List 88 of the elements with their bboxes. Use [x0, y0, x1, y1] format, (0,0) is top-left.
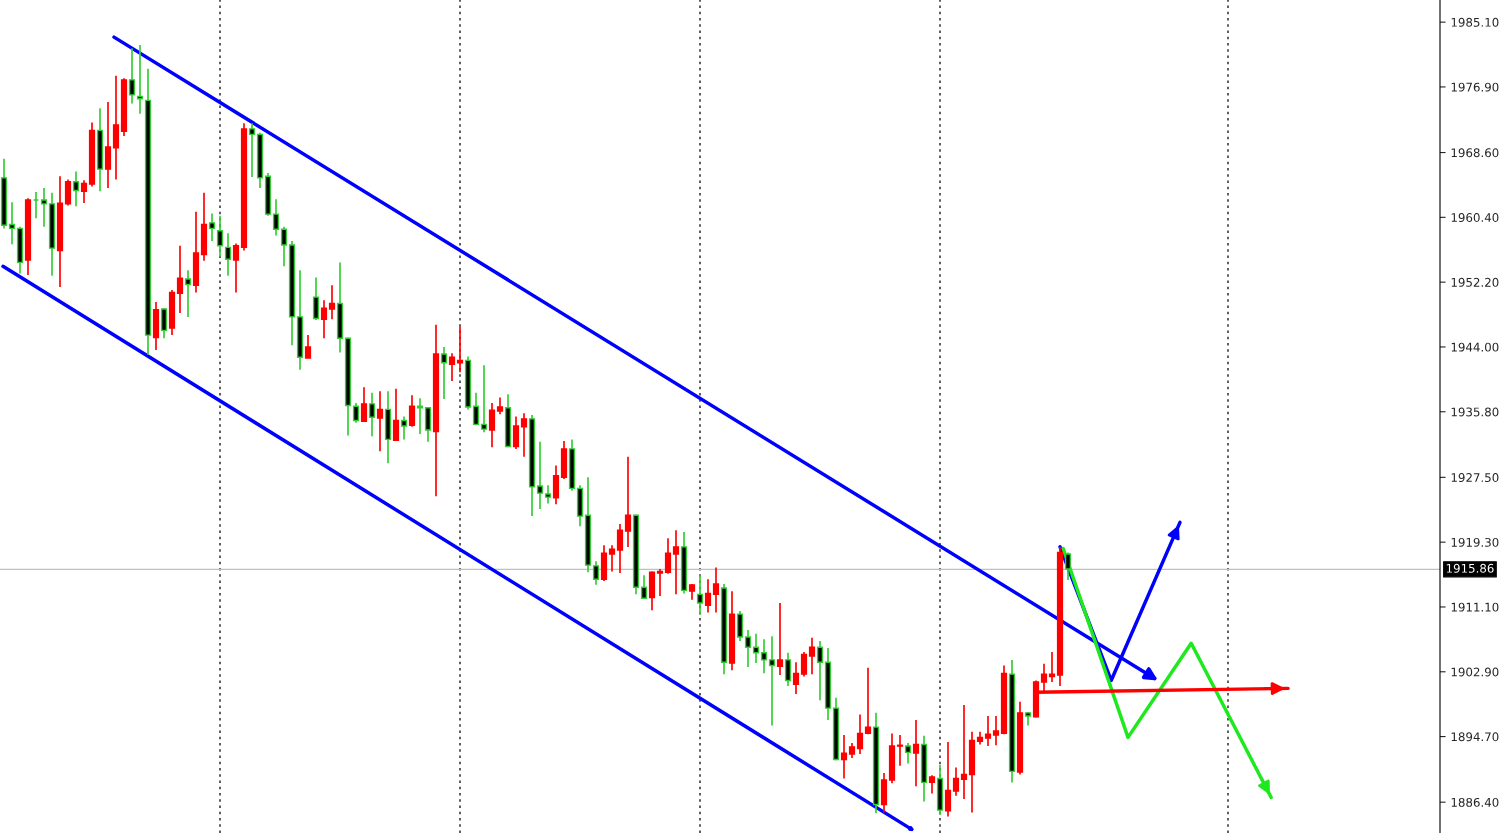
candlestick: [40, 187, 48, 228]
candlestick: [224, 232, 232, 277]
candlestick: [752, 633, 760, 664]
candlestick: [952, 766, 960, 797]
candlestick: [304, 334, 312, 359]
candlestick: [784, 651, 792, 687]
candlestick: [400, 415, 408, 441]
y-tick-label: 1927.50: [1451, 473, 1499, 483]
candlestick: [80, 179, 88, 204]
candlestick: [368, 391, 376, 438]
candlestick: [656, 568, 664, 597]
candlestick: [472, 391, 480, 427]
y-tick-label: 1902.90: [1451, 667, 1499, 677]
y-tick-label: 1952.20: [1451, 277, 1499, 287]
candlestick: [704, 578, 712, 614]
candlestick: [960, 704, 968, 800]
candlestick: [552, 464, 560, 506]
candlestick: [376, 390, 384, 453]
candlestick: [744, 629, 752, 668]
y-tick-label: 1985.10: [1451, 17, 1499, 27]
candlestick: [440, 346, 448, 400]
candlestick: [104, 101, 112, 189]
candlestick: [616, 523, 624, 574]
candlestick: [424, 406, 432, 443]
candlestick: [272, 198, 280, 237]
candlestick: [352, 402, 360, 424]
candlestick: [608, 544, 616, 573]
candlestick: [736, 610, 744, 642]
candlestick: [160, 307, 168, 340]
candlestick: [712, 566, 720, 614]
candlestick: [928, 774, 936, 795]
y-tick-label: 1976.90: [1451, 82, 1499, 92]
candlestick: [544, 484, 552, 505]
candlestick: [328, 284, 336, 321]
candlestick: [8, 201, 16, 246]
candlestick: [72, 170, 80, 208]
ref-line-label: 1915.86: [1446, 563, 1494, 573]
candlestick: [672, 529, 680, 596]
y-tick-label: 1919.30: [1451, 537, 1499, 547]
candlestick: [984, 715, 992, 747]
candlestick: [480, 364, 488, 434]
candlestick: [912, 719, 920, 788]
candlestick: [856, 713, 864, 755]
candlestick: [760, 638, 768, 675]
candlestick: [816, 640, 824, 702]
candlestick: [864, 666, 872, 736]
candlestick: [392, 388, 400, 442]
candlestick: [776, 602, 784, 676]
y-tick-label: 1960.40: [1451, 213, 1499, 222]
candlestick: [112, 75, 120, 181]
candlestick: [904, 742, 912, 765]
candlestick: [280, 225, 288, 268]
y-tick-label: 1935.80: [1451, 407, 1499, 417]
candlestick: [768, 635, 776, 727]
y-tick-label: 1894.70: [1451, 732, 1499, 742]
candlestick: [512, 415, 520, 450]
y-tick-label: 1944.00: [1451, 342, 1499, 352]
candlestick: [448, 352, 456, 382]
candlestick: [896, 734, 904, 767]
y-tick-label: 1968.60: [1451, 148, 1499, 158]
candlestick: [128, 47, 136, 105]
candlestick: [408, 394, 416, 428]
candlestick: [64, 178, 72, 207]
candlestick: [800, 651, 808, 678]
candlestick: [416, 397, 424, 435]
candlestick: [520, 412, 528, 458]
candlestick: [808, 636, 816, 675]
y-tick-label: 1911.10: [1451, 602, 1499, 612]
candlestick: [176, 244, 184, 314]
candlestick: [840, 734, 848, 780]
candlestick: [248, 122, 256, 178]
y-tick-label: 1886.40: [1451, 797, 1499, 807]
candlestick: [488, 402, 496, 449]
candlestick: [664, 537, 672, 575]
candlestick: [536, 440, 544, 510]
candlestick: [592, 560, 600, 586]
candlestick: [360, 386, 368, 423]
candlestick: [312, 276, 320, 321]
candlestick: [184, 269, 192, 318]
candlestick: [320, 299, 328, 340]
candlestick: [1048, 651, 1056, 683]
candlestick: [208, 212, 216, 242]
candlestick: [944, 741, 952, 818]
candlestick: [232, 242, 240, 294]
candlestick: [624, 455, 632, 548]
candlestick: [1064, 551, 1072, 581]
candlestick: [992, 715, 1000, 747]
candlestick: [792, 661, 800, 695]
